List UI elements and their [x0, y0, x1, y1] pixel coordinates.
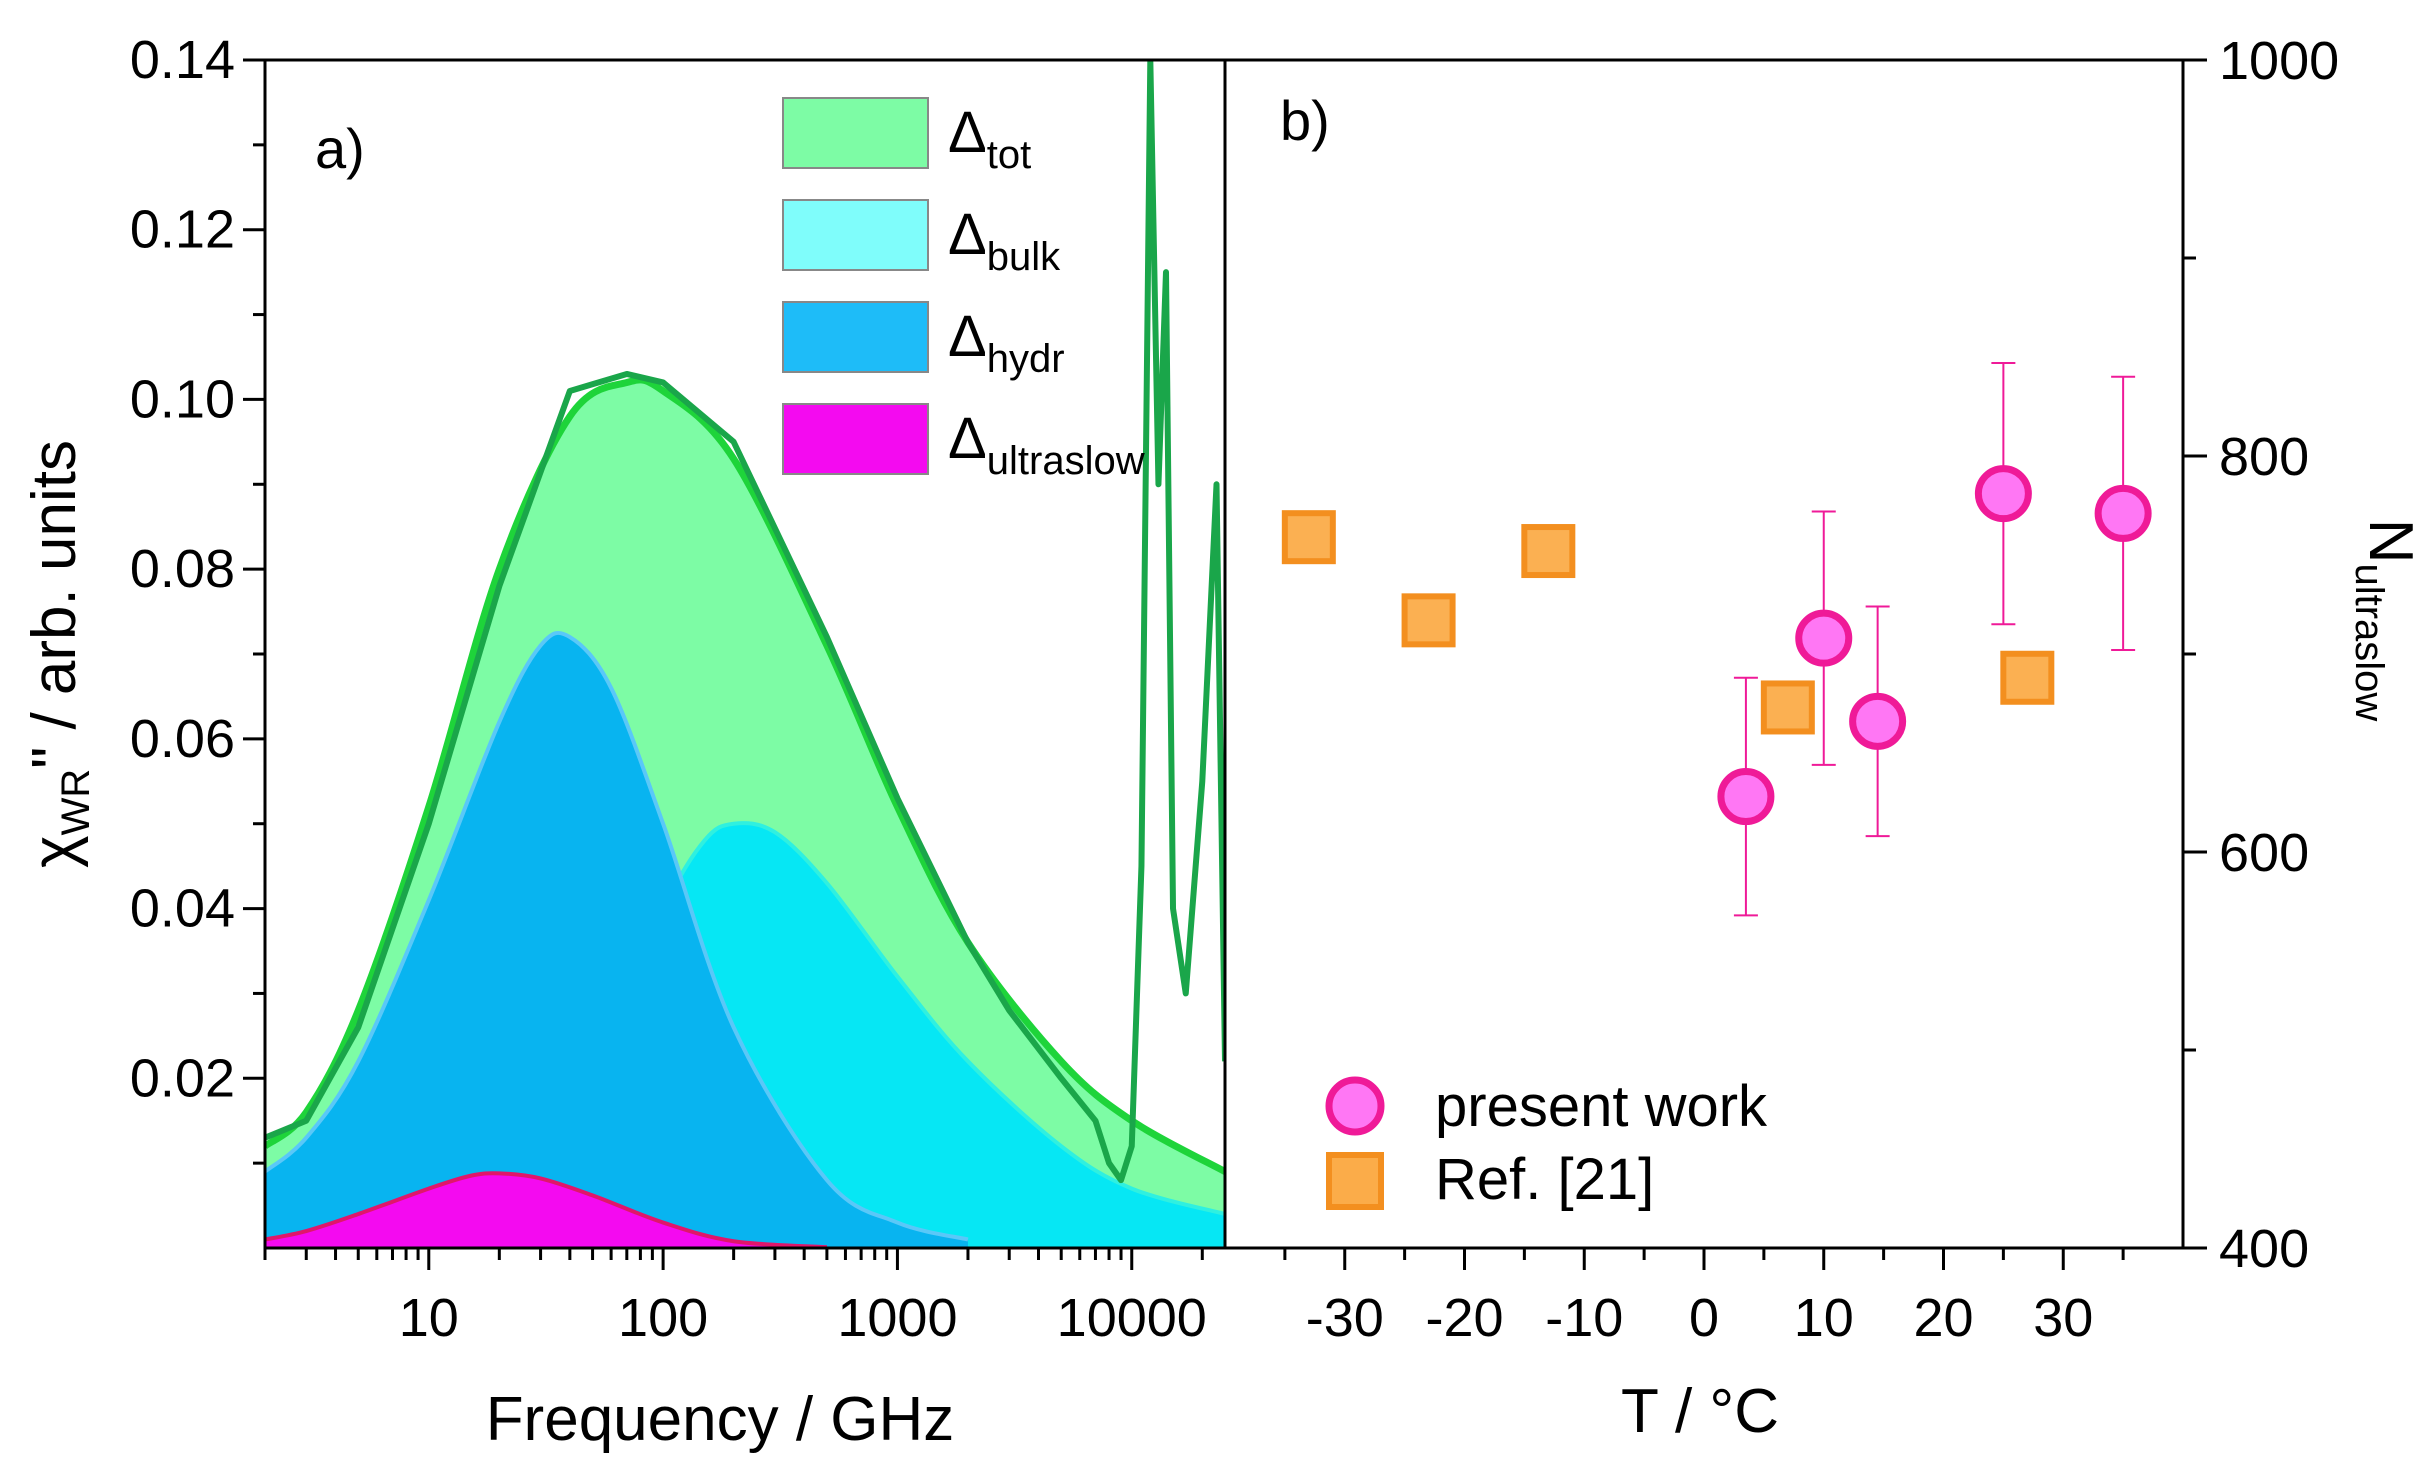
ytick-label-b-400: 400 [2219, 1219, 2309, 1279]
legend-label-tot: Δtot [948, 100, 1031, 177]
panel-b-label: b) [1280, 89, 1330, 152]
panel-b-legend: present work Ref. [21] [1325, 1074, 1768, 1212]
ytick-label-a-0.12: 0.12 [130, 200, 235, 260]
ytick-label-a-0.08: 0.08 [130, 539, 235, 599]
ytick-label-a-0.04: 0.04 [130, 879, 235, 939]
legend-label-ref21: Ref. [21] [1435, 1147, 1654, 1212]
xtick-label-b-10: 10 [1794, 1288, 1854, 1348]
legend-swatch-bulk [782, 199, 929, 271]
xtick-label-b--30: -30 [1306, 1288, 1384, 1348]
ytick-label-a-0.02: 0.02 [130, 1048, 235, 1108]
xtick-label-a-100: 100 [618, 1288, 708, 1348]
ytick-label-a-0.06: 0.06 [130, 709, 235, 769]
panel-b-plot: -30 -20 -10 0 10 20 30 400 600 800 1000 [1281, 31, 2339, 1348]
area-delta-hydr [265, 632, 968, 1248]
xtick-label-b-20: 20 [1913, 1288, 1973, 1348]
legend-swatch-hydr [782, 301, 929, 373]
legend-label-present-work: present work [1435, 1074, 1768, 1139]
panel-a-label: a) [315, 117, 365, 180]
point-present-work [2094, 484, 2152, 542]
panel-a-ylabel: χWR" / arb. units [20, 440, 98, 868]
panel-a-plot: 0.02 0.04 0.06 0.08 0.10 0.12 0.14 10 100 1000 100… [130, 30, 1225, 1348]
xtick-label-b--20: -20 [1425, 1288, 1503, 1348]
panel-a-legend: Δtot Δbulk Δhydr Δultraslow [782, 97, 1145, 483]
point-ref21 [2000, 650, 2055, 705]
point-ref21 [1401, 593, 1456, 648]
xtick-label-a-1000: 1000 [837, 1288, 957, 1348]
point-ref21 [1521, 524, 1576, 579]
curve-measured [265, 60, 1225, 1184]
panel-b-ylabel-sub: ultraslow [2347, 563, 2391, 721]
xtick-label-a-10: 10 [399, 1288, 459, 1348]
area-delta-bulk [265, 823, 1225, 1248]
point-ref21 [1281, 510, 1336, 565]
legend-label-hydr: Δhydr [948, 304, 1065, 381]
ytick-label-b-600: 600 [2219, 823, 2309, 883]
ytick-label-a-0.10: 0.10 [130, 369, 235, 429]
legend-swatch-tot [782, 97, 929, 169]
legend-swatch-ultraslow [782, 403, 929, 475]
xtick-label-a-10000: 10000 [1057, 1288, 1207, 1348]
panel-a-ylabel-sub: WR [54, 769, 98, 836]
panel-b-xlabel: T / °C [1621, 1377, 1779, 1446]
legend-marker-present-work [1325, 1076, 1385, 1136]
area-delta-ultraslow [265, 1173, 827, 1248]
panel-b-ylabel-main: N [2356, 519, 2425, 564]
panel-a-xlabel: Frequency / GHz [486, 1385, 955, 1454]
xtick-label-b-0: 0 [1689, 1288, 1719, 1348]
curve-delta-tot [265, 376, 1225, 1175]
xtick-label-b-30: 30 [2033, 1288, 2093, 1348]
legend-label-bulk: Δbulk [948, 202, 1061, 279]
panel-a-ylabel-main: χ [20, 835, 89, 868]
legend-label-ultraslow: Δultraslow [948, 406, 1145, 483]
panel-a-ylabel-rest: " / arb. units [20, 440, 89, 769]
xtick-label-b--10: -10 [1545, 1288, 1623, 1348]
point-present-work [1795, 609, 1853, 667]
panel-b-ylabel: Nultraslow [2347, 519, 2425, 722]
ytick-label-a-0.14: 0.14 [130, 30, 235, 90]
curve-delta-hydr [265, 630, 969, 1242]
ytick-label-b-800: 800 [2219, 427, 2309, 487]
point-present-work [1974, 465, 2032, 523]
curve-delta-ultraslow [265, 1171, 828, 1248]
point-ref21 [1760, 680, 1815, 735]
point-present-work [1717, 768, 1775, 826]
ytick-label-b-1000: 1000 [2219, 31, 2339, 91]
legend-marker-ref21 [1326, 1152, 1384, 1210]
point-present-work [1849, 692, 1907, 750]
